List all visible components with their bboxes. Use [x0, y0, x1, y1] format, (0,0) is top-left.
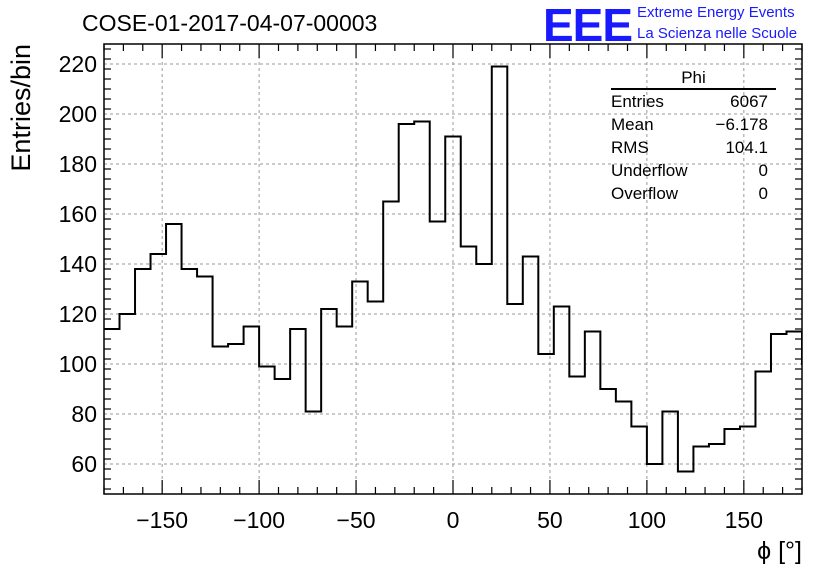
stats-value: 0: [758, 184, 768, 203]
x-tick-label: 150: [725, 507, 763, 533]
stats-value: −6.178: [715, 115, 768, 134]
stats-label: Overflow: [611, 184, 679, 203]
y-tick-label: 160: [59, 201, 97, 227]
y-axis-label: Entries/bin: [6, 44, 36, 172]
stats-row-rms: RMS 104.1: [611, 136, 776, 159]
x-tick-label: 50: [537, 507, 563, 533]
x-tick-label: −50: [337, 507, 376, 533]
stats-label: Mean: [611, 115, 654, 134]
y-tick-label: 80: [71, 401, 97, 427]
y-tick-label: 100: [59, 351, 97, 377]
stats-value: 6067: [730, 92, 768, 111]
stats-row-entries: Entries 6067: [611, 90, 776, 113]
stats-row-overflow: Overflow 0: [611, 182, 776, 205]
stats-row-underflow: Underflow 0: [611, 159, 776, 182]
eee-logo: EEE: [543, 0, 633, 51]
y-tick-label: 60: [71, 451, 97, 477]
stats-value: 104.1: [725, 138, 768, 157]
y-tick-label: 180: [59, 151, 97, 177]
histogram-line: [104, 65, 802, 473]
stats-label: RMS: [611, 138, 649, 157]
x-tick-label: −150: [136, 507, 188, 533]
stats-label: Underflow: [611, 161, 688, 180]
chart-title: COSE-01-2017-04-07-00003: [82, 10, 378, 36]
x-tick-label: 100: [628, 507, 666, 533]
stats-label: Entries: [611, 92, 664, 111]
y-tick-label: 220: [59, 51, 97, 77]
stats-box: Phi Entries 6067 Mean −6.178 RMS 104.1 U…: [611, 68, 776, 205]
x-tick-label: −100: [233, 507, 285, 533]
y-tick-label: 140: [59, 251, 97, 277]
x-axis-label: ϕ [°]: [757, 537, 802, 565]
y-tick-label: 120: [59, 301, 97, 327]
logo-text-line1: Extreme Energy Events: [637, 4, 795, 21]
logo-text-line2: La Scienza nelle Scuole: [637, 25, 798, 42]
y-tick-label: 200: [59, 101, 97, 127]
x-tick-label: 0: [447, 507, 460, 533]
stats-title: Phi: [611, 68, 776, 90]
stats-row-mean: Mean −6.178: [611, 113, 776, 136]
stats-value: 0: [758, 161, 768, 180]
